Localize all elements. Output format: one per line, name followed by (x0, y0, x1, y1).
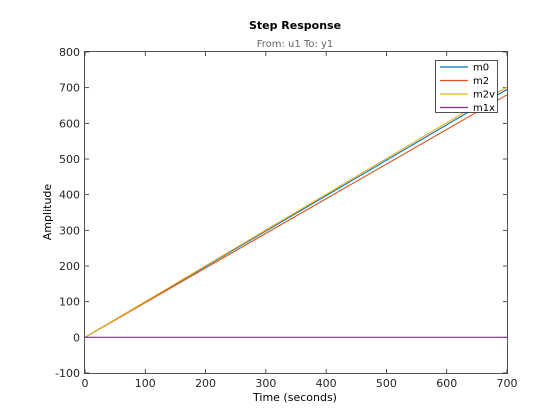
y-tick-label: 200 (59, 260, 80, 273)
x-tick-label: 400 (316, 377, 337, 390)
chart-subtitle: From: u1 To: y1 (257, 39, 334, 50)
axis-ticks: 0 100 200 300 400 500 600 700-10001002003004005… (55, 46, 517, 390)
data-series (84, 86, 508, 338)
x-tick-label: 300 (255, 377, 276, 390)
y-tick-label: 400 (59, 189, 80, 202)
legend-label-m0: m0 (473, 63, 489, 74)
x-tick-label: 0 (82, 377, 89, 390)
y-tick-label: 600 (59, 117, 80, 130)
y-tick-label: 0 (73, 331, 80, 344)
legend-label-m2v: m2v (473, 90, 495, 101)
x-tick-label: 100 (135, 377, 156, 390)
legend-label-m2: m2 (473, 76, 489, 87)
series-line-m2v (84, 86, 508, 338)
legend-box (435, 60, 498, 113)
x-tick-label: 200 (195, 377, 216, 390)
x-tick-label: 700 (497, 377, 518, 390)
y-axis-label: Amplitude (41, 184, 54, 241)
y-tick-label: 500 (59, 153, 80, 166)
legend-label-m1x: m1x (473, 103, 495, 114)
legend: m0 m2 m2v m1x (435, 60, 498, 114)
chart-title: Step Response (249, 19, 341, 32)
y-tick-label: 700 (59, 82, 80, 95)
x-tick-label: 500 (376, 377, 397, 390)
plot-area-frame (84, 51, 508, 374)
x-tick-label: 600 (436, 377, 457, 390)
y-tick-label: 100 (59, 296, 80, 309)
x-axis-label: Time (seconds) (252, 391, 337, 404)
y-tick-label: -100 (55, 367, 80, 380)
y-tick-label: 800 (59, 46, 80, 59)
series-line-m2 (84, 94, 508, 338)
y-tick-label: 300 (59, 224, 80, 237)
